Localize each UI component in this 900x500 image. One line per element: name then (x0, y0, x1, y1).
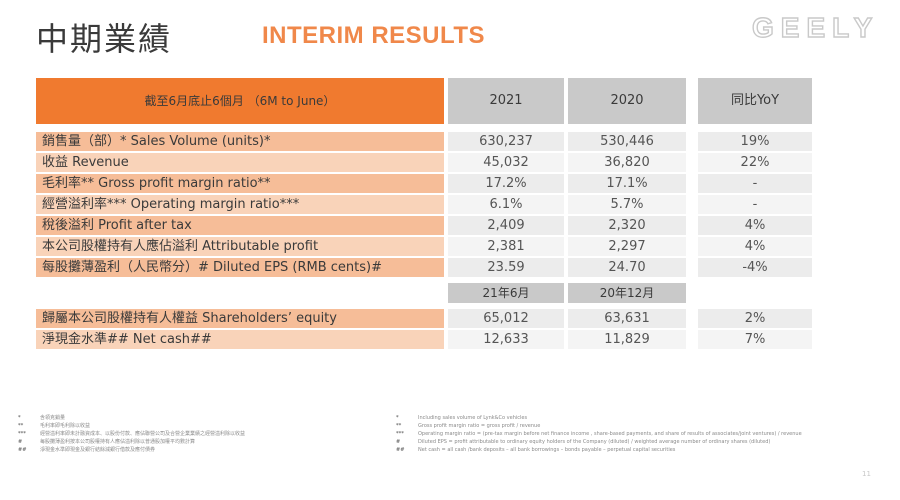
row-label: 本公司股權持有人應佔溢利 Attributable profit (36, 237, 444, 256)
value-yoy: 22% (698, 153, 812, 172)
row-label: 經營溢利率*** Operating margin ratio*** (36, 195, 444, 214)
value-2020: 2,297 (568, 237, 686, 256)
table-row: 本公司股權持有人應佔溢利 Attributable profit 2,381 2… (36, 237, 812, 256)
value-yoy: 2% (698, 309, 812, 328)
row-label: 稅後溢利 Profit after tax (36, 216, 444, 235)
value-yoy: - (698, 174, 812, 193)
column-header-jun-21: 21年6月 (448, 283, 564, 303)
row-label: 歸屬本公司股權持有人權益 Shareholders’ equity (36, 309, 444, 328)
row-label: 每股攤薄盈利（人民幣分）# Diluted EPS (RMB cents)# (36, 258, 444, 277)
value-yoy: -4% (698, 258, 812, 277)
page-number: 11 (862, 470, 871, 478)
value-yoy: 4% (698, 216, 812, 235)
geely-logo: GEELY (751, 11, 880, 43)
table-row: 毛利率** Gross profit margin ratio** 17.2% … (36, 174, 812, 193)
footnotes-chinese: * 含領克銷量 ** 毛利率即毛利除以收益 *** 經營溢利率即未計融資成本、以股份付… (18, 414, 363, 454)
footnote: ** 毛利率即毛利除以收益 (18, 423, 91, 429)
value-2021: 17.2% (448, 174, 564, 193)
value-2020: 24.70 (568, 258, 686, 277)
footnote: ## Net cash = all cash /bank deposits – a… (396, 447, 676, 453)
table-row: 經營溢利率*** Operating margin ratio*** 6.1% … (36, 195, 812, 214)
table-row: 銷售量（部）* Sales Volume (units)* 630,237 53… (36, 132, 812, 151)
interim-results-table: 截至6月底止6個月 （6M to June） 2021 2020 同比YoY 銷… (36, 78, 812, 351)
footnote: * 含領克銷量 (18, 415, 66, 421)
value-2021: 630,237 (448, 132, 564, 151)
page-title-english: INTERIM RESULTS (262, 22, 486, 49)
value-dec-20: 63,631 (568, 309, 686, 328)
row-label: 淨現金水準## Net cash## (36, 330, 444, 349)
table-row: 歸屬本公司股權持有人權益 Shareholders’ equity 65,012… (36, 309, 812, 328)
value-2020: 17.1% (568, 174, 686, 193)
value-jun-21: 65,012 (448, 309, 564, 328)
value-2020: 5.7% (568, 195, 686, 214)
footnotes-english: * Including sales volume of Lynk&Co vehic… (396, 414, 884, 454)
table-header-row: 截至6月底止6個月 （6M to June） 2021 2020 同比YoY (36, 78, 812, 124)
row-label: 收益 Revenue (36, 153, 444, 172)
value-yoy: 19% (698, 132, 812, 151)
column-header-dec-20: 20年12月 (568, 283, 686, 303)
value-yoy: 7% (698, 330, 812, 349)
value-2020: 530,446 (568, 132, 686, 151)
footnote: # Diluted EPS = profit attributable to or… (396, 439, 771, 445)
value-2021: 2,409 (448, 216, 564, 235)
row-label: 銷售量（部）* Sales Volume (units)* (36, 132, 444, 151)
value-2021: 6.1% (448, 195, 564, 214)
value-2021: 45,032 (448, 153, 564, 172)
balance-date-header-row: 21年6月 20年12月 (36, 283, 812, 303)
table-row: 淨現金水準## Net cash## 12,633 11,829 7% (36, 330, 812, 349)
column-header-2021: 2021 (448, 78, 564, 124)
value-yoy: - (698, 195, 812, 214)
value-yoy: 4% (698, 237, 812, 256)
footnote: *** 經營溢利率即未計融資成本、以股份付款、應佔聯營公司及合營企業業績之經營溢利… (18, 431, 246, 437)
footnote: # 每股攤薄盈利按本公司股權持有人應佔溢利除以普通股加權平均數計算 (18, 439, 196, 445)
value-2020: 36,820 (568, 153, 686, 172)
period-header: 截至6月底止6個月 （6M to June） (36, 78, 444, 124)
value-2021: 2,381 (448, 237, 564, 256)
value-dec-20: 11,829 (568, 330, 686, 349)
footnote: ## 淨現金水準即現金及銀行結餘減銀行借款及應付債券 (18, 447, 156, 453)
table-row: 收益 Revenue 45,032 36,820 22% (36, 153, 812, 172)
page-title-chinese: 中期業績 (36, 20, 173, 58)
footnote: ** Gross profit margin ratio = gross prof… (396, 423, 541, 429)
column-header-2020: 2020 (568, 78, 686, 124)
value-2021: 23.59 (448, 258, 564, 277)
column-header-yoy: 同比YoY (698, 78, 812, 124)
table-row: 每股攤薄盈利（人民幣分）# Diluted EPS (RMB cents)# 2… (36, 258, 812, 277)
table-row: 稅後溢利 Profit after tax 2,409 2,320 4% (36, 216, 812, 235)
footnote: * Including sales volume of Lynk&Co vehic… (396, 415, 528, 421)
footnote: *** Operating margin ratio = (pre-tax mar… (396, 431, 802, 437)
row-label: 毛利率** Gross profit margin ratio** (36, 174, 444, 193)
value-2020: 2,320 (568, 216, 686, 235)
value-jun-21: 12,633 (448, 330, 564, 349)
